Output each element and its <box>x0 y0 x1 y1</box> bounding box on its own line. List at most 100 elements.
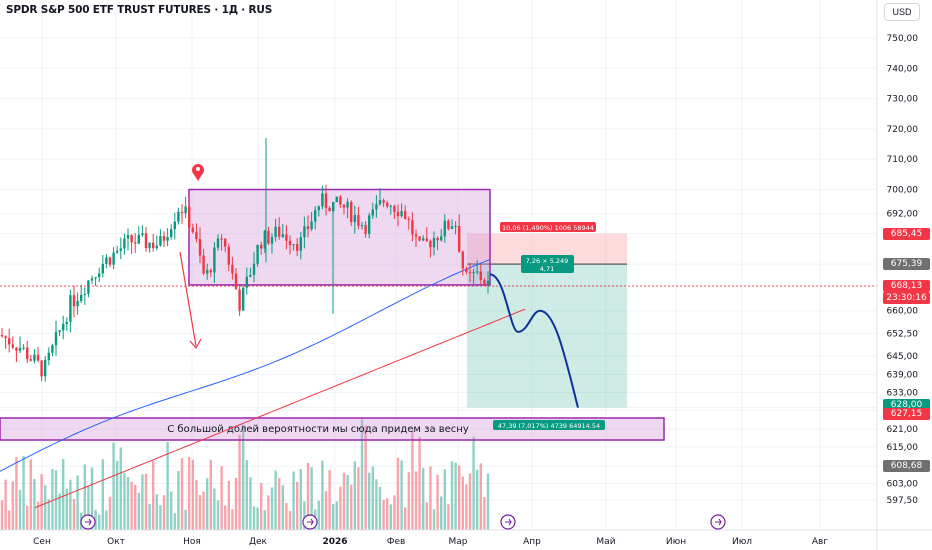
candle-body <box>137 234 140 244</box>
candle-body <box>242 287 245 311</box>
ma-blue-line <box>0 259 491 472</box>
candle-body <box>206 270 209 274</box>
candle-body <box>108 257 112 265</box>
volume-bar <box>123 472 126 530</box>
price-tag: 675,39 <box>883 258 930 271</box>
target-label-bg <box>493 420 605 430</box>
candle-body <box>472 272 475 274</box>
candle-body <box>346 201 349 208</box>
volume-bar <box>65 488 68 530</box>
ticker-title[interactable]: SPDR S&P 500 ETF TRUST FUTURES · 1Д · RU… <box>6 4 273 16</box>
volume-bar <box>472 436 475 530</box>
candle-body <box>407 218 410 221</box>
range-box <box>188 188 491 286</box>
currency-button[interactable]: USD <box>884 3 920 21</box>
volume-bar <box>134 484 137 530</box>
volume-bar <box>386 498 389 530</box>
candle-body <box>386 202 389 207</box>
candle-body <box>479 271 482 281</box>
candle-body <box>285 234 288 241</box>
candle-body <box>342 204 346 208</box>
volume-bar <box>429 466 432 530</box>
volume-bar <box>310 467 313 530</box>
volume-bar <box>288 510 292 530</box>
volume-bar <box>101 459 104 530</box>
price-tick-label: 645,00 <box>887 352 919 362</box>
candle-body <box>65 321 68 325</box>
volume-bar <box>324 491 328 530</box>
volume-bar <box>299 469 302 530</box>
candle-body <box>303 226 306 238</box>
candle-body <box>126 235 130 239</box>
time-tick-label: Апр <box>523 537 541 547</box>
volume-bar <box>11 481 14 530</box>
volume-bar <box>396 457 400 530</box>
candle-body <box>332 202 335 212</box>
volume-bar <box>234 477 238 530</box>
alert-pin-dot <box>196 167 200 171</box>
event-arrow-icon <box>85 518 92 526</box>
candle-body <box>443 220 446 237</box>
candle-body <box>476 271 479 273</box>
time-tick-label: Авг <box>812 537 828 547</box>
price-tick-label: 740,00 <box>887 64 919 74</box>
time-tick-label: Дек <box>249 537 268 547</box>
price-tick-label: 710,00 <box>887 155 919 165</box>
price-tick-label: 597,50 <box>887 496 919 506</box>
event-arrow-icon <box>307 518 314 526</box>
candle-body <box>213 247 216 273</box>
time-tick-label: Ноя <box>183 537 201 547</box>
price-tick-label: 692,00 <box>887 210 919 220</box>
candle-body <box>270 237 274 244</box>
volume-bar <box>40 474 43 530</box>
time-tick-label: Май <box>596 537 615 547</box>
volume-bar <box>404 507 407 530</box>
volume-bar <box>198 494 202 530</box>
alert-pin-icon <box>193 173 203 181</box>
price-tick-label: 621,00 <box>887 425 919 435</box>
price-tag: 23:30:16 <box>883 292 930 305</box>
range-box-drawings: С большой долей вероятности мы сюда прид… <box>0 188 665 441</box>
candle-body <box>483 280 486 285</box>
volume-bar <box>152 460 155 530</box>
volume-bar <box>148 503 151 530</box>
candle-body <box>432 237 436 248</box>
candle-body <box>447 220 450 229</box>
volume-bar <box>177 471 180 530</box>
candle-body <box>440 236 443 241</box>
volume-bar <box>249 477 252 530</box>
candle-body <box>159 236 162 246</box>
candle-body <box>152 242 155 249</box>
volume-bar <box>108 496 112 530</box>
candle-body <box>166 237 169 241</box>
volume-bar <box>119 447 122 530</box>
time-tick-label: Окт <box>107 537 125 547</box>
volume-bar <box>47 499 50 530</box>
volume-bar <box>242 424 245 530</box>
volume-bar <box>285 502 288 530</box>
candle-body <box>123 238 126 249</box>
candle-body <box>224 238 227 247</box>
volume-bar <box>69 479 72 530</box>
candle-body <box>418 236 421 241</box>
volume-bar <box>98 514 101 530</box>
volume-bar <box>227 480 230 530</box>
volume-bar <box>267 495 270 530</box>
price-tick-label: 603,00 <box>887 479 919 489</box>
volume-bar <box>450 461 454 530</box>
volume-bar <box>105 510 108 530</box>
candle-body <box>177 211 180 222</box>
candle-body <box>321 193 324 207</box>
ma-red-line <box>34 308 526 509</box>
volume-bar <box>58 493 61 530</box>
candle-body <box>461 251 464 269</box>
volume-bar <box>425 502 428 530</box>
volume-bar <box>292 471 295 530</box>
price-tag: 608,68 <box>883 460 930 473</box>
candle-body <box>436 237 439 241</box>
volume-bar <box>216 500 220 530</box>
candle-body <box>216 238 220 248</box>
volume-bar <box>418 436 421 530</box>
candlestick-series <box>0 137 490 382</box>
